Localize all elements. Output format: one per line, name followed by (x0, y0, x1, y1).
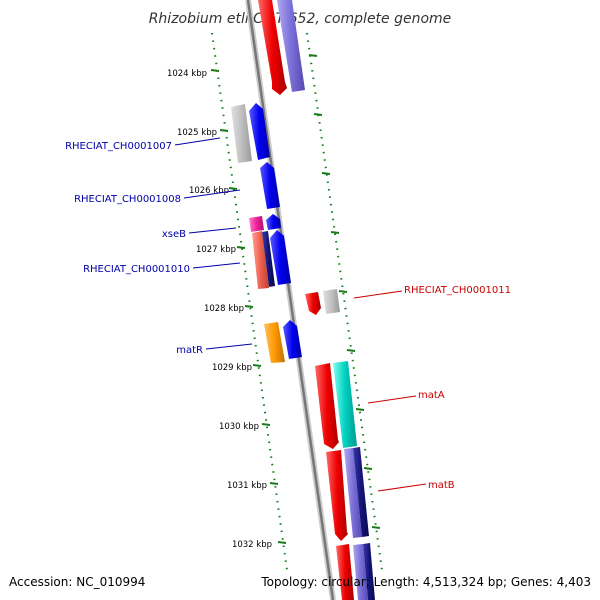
gene-matB-navy[interactable] (353, 447, 369, 537)
gene-matR[interactable] (283, 320, 302, 359)
gene-label-rheciat-ch0001008[interactable]: RHECIAT_CH0001008 (74, 194, 181, 205)
gene-matA-cyan[interactable] (333, 361, 357, 448)
gene-label-matR[interactable]: matR (176, 345, 203, 356)
kbp-label: 1028 kbp (204, 304, 244, 314)
gene-rheciat-ch0001010-salmon[interactable] (252, 231, 269, 289)
gene-rheciat-ch0001011-gray[interactable] (323, 289, 340, 314)
gene-rheciat-ch0001010-blue[interactable] (270, 230, 291, 285)
gene-label-rheciat-ch0001011[interactable]: RHECIAT_CH0001011 (404, 285, 511, 296)
genome-backbone-core (246, 0, 335, 600)
gene-label-matB[interactable]: matB (428, 480, 455, 491)
gene-red-top[interactable] (258, 0, 287, 95)
gene-matB[interactable] (326, 450, 348, 541)
gene-label-rheciat-ch0001007[interactable]: RHECIAT_CH0001007 (65, 141, 172, 152)
kbp-ticks-left (210, 69, 287, 544)
kbp-label: 1031 kbp (227, 481, 267, 491)
left-callouts (174, 137, 253, 350)
gene-bottom-navy[interactable] (363, 543, 375, 600)
gene-label-matA[interactable]: matA (418, 390, 445, 401)
genome-title: Rhizobium etli CIAT 652, complete genome (149, 11, 452, 27)
gene-matR-orange[interactable] (264, 322, 285, 363)
gene-xseB[interactable] (266, 214, 281, 230)
gene-bottom-red[interactable] (336, 544, 354, 600)
right-dotted-track (306, 32, 383, 571)
accession-text: Accession: NC_010994 (9, 575, 145, 589)
kbp-label: 1026 kbp (189, 186, 229, 196)
gene-rheciat-ch0001010-navy[interactable] (262, 231, 275, 287)
gene-xseB-pink[interactable] (249, 216, 264, 232)
kbp-label: 1027 kbp (196, 245, 236, 255)
gene-matA[interactable] (315, 363, 339, 449)
gene-purple-top[interactable] (277, 0, 305, 92)
gene-label-xseB[interactable]: xseB (162, 229, 186, 240)
left-dotted-track (211, 32, 288, 571)
kbp-label: 1029 kbp (212, 363, 252, 373)
kbp-label: 1030 kbp (219, 422, 259, 432)
kbp-ticks-right (308, 54, 381, 529)
gene-rheciat-ch0001007[interactable] (249, 103, 270, 160)
gene-rheciat-ch0001008[interactable] (260, 162, 280, 209)
gene-rheciat-ch0001007-gray[interactable] (231, 104, 252, 163)
gene-rheciat-ch0001011[interactable] (305, 292, 321, 315)
right-callouts (353, 290, 427, 492)
kbp-label: 1025 kbp (177, 128, 217, 138)
kbp-label: 1032 kbp (232, 540, 272, 550)
gene-matB-purple[interactable] (344, 448, 362, 538)
topology-text: Topology: circular; Length: 4,513,324 bp… (260, 575, 591, 589)
kbp-label: 1024 kbp (167, 69, 207, 79)
gene-label-rheciat-ch0001010[interactable]: RHECIAT_CH0001010 (83, 264, 190, 275)
